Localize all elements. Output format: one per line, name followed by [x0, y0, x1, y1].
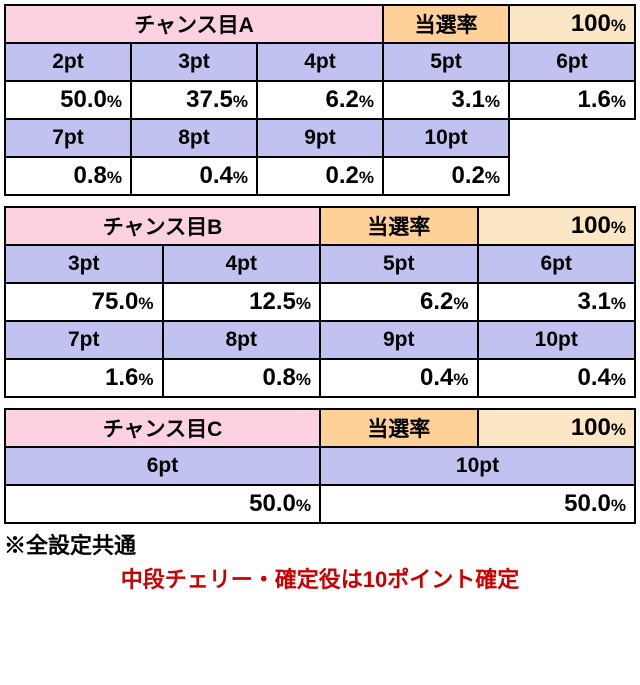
footnote-cherry: 中段チェリー・確定役は10ポイント確定 [4, 562, 636, 594]
section-c-table: チャンス目C 当選率 100% 6pt 10pt 50.0% 50.0% [4, 408, 636, 524]
pt-header: 10pt [478, 321, 636, 359]
pt-value: 6.2% [320, 283, 478, 321]
section-a-rate-label: 当選率 [383, 5, 509, 43]
pt-value: 3.1% [478, 283, 636, 321]
pt-value: 12.5% [163, 283, 321, 321]
pt-header: 6pt [478, 245, 636, 283]
section-c-title: チャンス目C [5, 409, 320, 447]
pt-header: 4pt [257, 43, 383, 81]
pt-header: 7pt [5, 321, 163, 359]
pt-value: 1.6% [509, 81, 635, 119]
section-c-rate-label: 当選率 [320, 409, 478, 447]
pt-header: 6pt [509, 43, 635, 81]
footnote-common: ※全設定共通 [4, 528, 636, 560]
pt-value: 3.1% [383, 81, 509, 119]
pt-value: 75.0% [5, 283, 163, 321]
section-a-table: チャンス目A 当選率 100% 2pt 3pt 4pt 5pt 6pt 50.0… [4, 4, 636, 196]
pt-header: 8pt [163, 321, 321, 359]
section-b-rate-value: 100% [478, 207, 636, 245]
section-a-rate-value: 100% [509, 5, 635, 43]
pt-header: 3pt [5, 245, 163, 283]
pt-header: 7pt [5, 119, 131, 157]
pt-value: 0.8% [5, 157, 131, 195]
pt-header: 5pt [383, 43, 509, 81]
pt-value: 1.6% [5, 359, 163, 397]
pt-value: 6.2% [257, 81, 383, 119]
pt-header: 6pt [5, 447, 320, 485]
pt-value: 0.4% [131, 157, 257, 195]
pt-header: 9pt [257, 119, 383, 157]
section-b-title: チャンス目B [5, 207, 320, 245]
pt-header: 2pt [5, 43, 131, 81]
pt-header: 10pt [383, 119, 509, 157]
pt-header: 9pt [320, 321, 478, 359]
pt-value: 0.4% [320, 359, 478, 397]
pt-header: 3pt [131, 43, 257, 81]
pt-header: 10pt [320, 447, 635, 485]
empty-cell [509, 157, 635, 195]
section-b-table: チャンス目B 当選率 100% 3pt 4pt 5pt 6pt 75.0% 12… [4, 206, 636, 398]
pt-header: 8pt [131, 119, 257, 157]
pt-value: 0.2% [383, 157, 509, 195]
pt-value: 50.0% [5, 485, 320, 523]
pt-value: 37.5% [131, 81, 257, 119]
pt-header: 5pt [320, 245, 478, 283]
section-a-title: チャンス目A [5, 5, 383, 43]
pt-header: 4pt [163, 245, 321, 283]
pt-value: 0.4% [478, 359, 636, 397]
pt-value: 50.0% [5, 81, 131, 119]
section-c-rate-value: 100% [478, 409, 636, 447]
empty-cell [509, 119, 635, 157]
section-b-rate-label: 当選率 [320, 207, 478, 245]
pt-value: 50.0% [320, 485, 635, 523]
pt-value: 0.2% [257, 157, 383, 195]
pt-value: 0.8% [163, 359, 321, 397]
